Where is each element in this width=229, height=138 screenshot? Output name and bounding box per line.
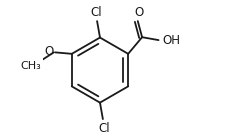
- Text: OH: OH: [162, 34, 180, 47]
- Text: Cl: Cl: [90, 6, 102, 19]
- Text: O: O: [134, 6, 143, 19]
- Text: CH₃: CH₃: [20, 61, 41, 71]
- Text: Cl: Cl: [98, 122, 109, 135]
- Text: O: O: [44, 45, 53, 58]
